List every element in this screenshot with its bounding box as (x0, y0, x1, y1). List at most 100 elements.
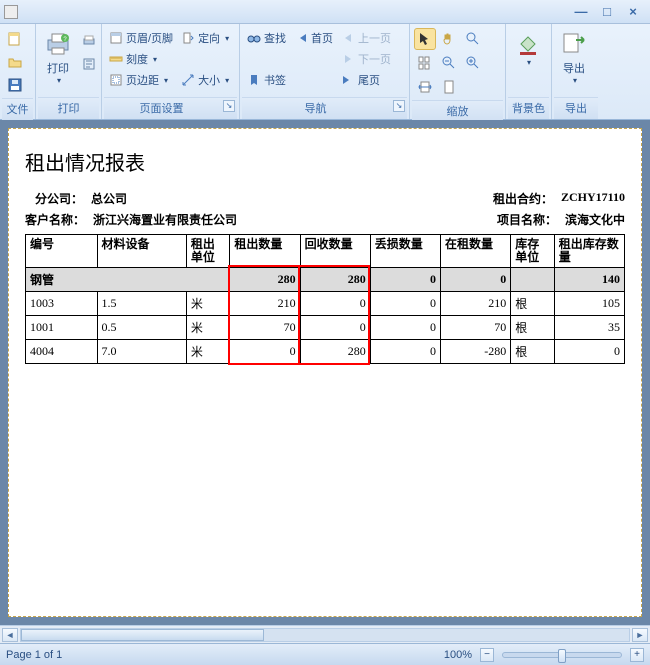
new-button[interactable] (4, 28, 26, 50)
col-8: 租出库存数量 (554, 235, 624, 268)
printer-icon: ? (44, 30, 72, 58)
report-title: 租出情况报表 (25, 147, 625, 176)
scale-button[interactable]: 刻度▾ (106, 49, 176, 69)
fit-page-button[interactable] (438, 76, 460, 98)
table-row: 40047.0米02800-280根0 (26, 340, 625, 364)
ribbon-group-bgcolor: ▾ 背景色 (506, 24, 552, 119)
scroll-thumb[interactable] (21, 629, 264, 641)
col-7: 库存单位 (511, 235, 554, 268)
quick-print-button[interactable] (78, 30, 100, 52)
zoom-out-button[interactable] (438, 52, 460, 74)
save-button[interactable] (4, 74, 26, 96)
col-0: 编号 (26, 235, 98, 268)
binoculars-icon (247, 31, 261, 45)
project-label: 项目名称： (497, 211, 557, 228)
report-table: 编号 材料设备 租出单位 租出数量 回收数量 丢损数量 在租数量 库存单位 租出… (25, 234, 625, 364)
zoom-out-status-button[interactable]: − (480, 648, 494, 662)
group-label-export: 导出 (554, 97, 598, 119)
page-setup-launcher[interactable]: ↘ (223, 100, 235, 112)
zoom-in-button[interactable] (462, 52, 484, 74)
group-label-file: 文件 (2, 98, 33, 120)
first-icon (294, 31, 308, 45)
app-icon (4, 5, 18, 19)
prev-page-button[interactable]: 上一页 (338, 28, 394, 48)
orientation-button[interactable]: 定向▾ (178, 28, 232, 48)
ribbon-group-file: 文件 (0, 24, 36, 119)
open-button[interactable] (4, 51, 26, 73)
fill-icon (514, 30, 542, 58)
ribbon-group-export: 导出 ▾ 导出 (552, 24, 600, 119)
size-icon (181, 73, 195, 87)
status-bar: Page 1 of 1 100% − + (0, 643, 650, 665)
page-indicator: Page 1 of 1 (6, 649, 62, 661)
ruler-icon (109, 52, 123, 66)
minimize-button[interactable]: — (568, 4, 594, 20)
print-label: 打印 (47, 60, 69, 76)
fit-width-button[interactable] (414, 76, 436, 98)
export-label: 导出 (563, 60, 585, 76)
find-button[interactable]: 查找 (244, 28, 289, 48)
group-label-zoom: 缩放 (412, 100, 503, 122)
orientation-icon (181, 31, 195, 45)
titlebar: — □ × (0, 0, 650, 24)
table-row: 10010.5米700070根35 (26, 316, 625, 340)
group-label-nav: 导航 (305, 103, 327, 115)
group-label-page-setup: 页面设置 (140, 103, 184, 115)
scroll-left-button[interactable]: ◄ (2, 628, 18, 642)
bgcolor-button[interactable]: ▾ (510, 28, 546, 69)
next-page-button[interactable]: 下一页 (338, 49, 394, 69)
margins-icon (109, 73, 123, 87)
nav-launcher[interactable]: ↘ (393, 100, 405, 112)
magnifier-button[interactable] (462, 28, 484, 50)
print-button[interactable]: ? 打印 ▾ (40, 28, 76, 87)
last-page-button[interactable]: 尾页 (338, 70, 394, 90)
multi-page-button[interactable] (414, 52, 436, 74)
hand-tool-button[interactable] (438, 28, 460, 50)
col-1: 材料设备 (97, 235, 186, 268)
export-icon (560, 30, 588, 58)
maximize-button[interactable]: □ (594, 4, 620, 20)
next-icon (341, 52, 355, 66)
contract-label: 租出合约： (493, 190, 553, 207)
scroll-right-button[interactable]: ► (632, 628, 648, 642)
page: 租出情况报表 分公司： 总公司 租出合约： ZCHY17110 客户名称： 浙江… (8, 128, 642, 617)
scroll-track[interactable] (20, 628, 630, 642)
size-button[interactable]: 大小▾ (178, 70, 232, 90)
pointer-tool-button[interactable] (414, 28, 436, 50)
print-options-button[interactable] (78, 53, 100, 75)
col-4: 回收数量 (300, 235, 370, 268)
close-button[interactable]: × (620, 4, 646, 20)
meta-row-2: 客户名称： 浙江兴海置业有限责任公司 项目名称： 滨海文化中 (25, 211, 625, 228)
col-6: 在租数量 (441, 235, 511, 268)
header-icon (109, 31, 123, 45)
ribbon-group-print: ? 打印 ▾ 打印 (36, 24, 102, 119)
bookmark-icon (247, 73, 261, 87)
table-row: 10031.5米21000210根105 (26, 292, 625, 316)
ribbon-group-zoom: 缩放 (410, 24, 506, 119)
header-footer-button[interactable]: 页眉/页脚 (106, 28, 176, 48)
first-page-button[interactable]: 首页 (291, 28, 336, 48)
zoom-in-status-button[interactable]: + (630, 648, 644, 662)
zoom-knob[interactable] (558, 649, 566, 663)
group-label-bgcolor: 背景色 (508, 97, 549, 119)
project-value: 滨海文化中 (565, 211, 625, 228)
bookmarks-button[interactable]: 书签 (244, 70, 289, 90)
ribbon-group-nav: 查找 书签 首页 上一页 下一页 尾页 导航 ↘ (240, 24, 410, 119)
export-button[interactable]: 导出 ▾ (556, 28, 592, 87)
meta-row-1: 分公司： 总公司 租出合约： ZCHY17110 (25, 190, 625, 207)
zoom-value: 100% (444, 649, 472, 661)
branch-label: 分公司： (35, 190, 83, 207)
margins-button[interactable]: 页边距▾ (106, 70, 176, 90)
customer-value: 浙江兴海置业有限责任公司 (93, 211, 237, 228)
document-viewport[interactable]: 租出情况报表 分公司： 总公司 租出合约： ZCHY17110 客户名称： 浙江… (0, 120, 650, 625)
ribbon-group-page-setup: 页眉/页脚 刻度▾ 页边距▾ 定向▾ 大小▾ 页面设置 ↘ (102, 24, 240, 119)
horizontal-scrollbar[interactable]: ◄ ► (0, 625, 650, 643)
prev-icon (341, 31, 355, 45)
table-subtotal-row: 钢管28028000140 (26, 268, 625, 292)
col-2: 租出单位 (186, 235, 229, 268)
group-label-print: 打印 (38, 97, 99, 119)
zoom-slider[interactable] (502, 652, 622, 658)
branch-value: 总公司 (91, 190, 127, 207)
col-3: 租出数量 (230, 235, 300, 268)
table-header-row: 编号 材料设备 租出单位 租出数量 回收数量 丢损数量 在租数量 库存单位 租出… (26, 235, 625, 268)
